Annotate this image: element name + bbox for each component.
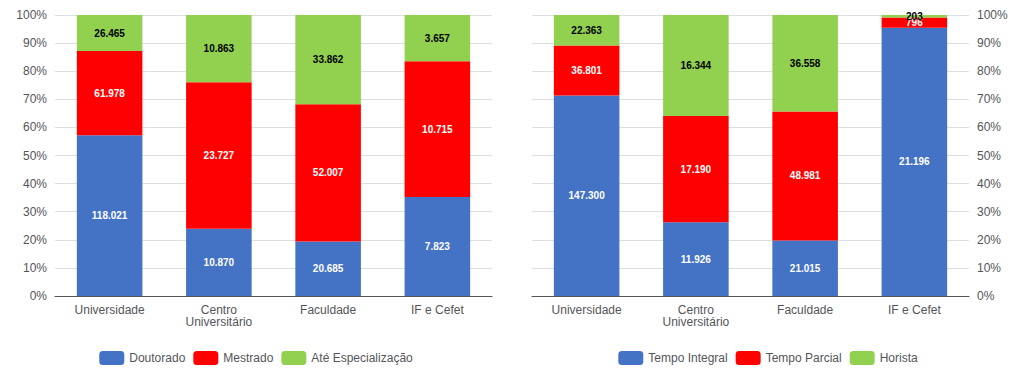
svg-text:3.657: 3.657 [425, 33, 450, 44]
svg-text:70%: 70% [977, 92, 1001, 106]
svg-text:Tempo Parcial: Tempo Parcial [766, 351, 842, 365]
svg-text:23.727: 23.727 [204, 150, 235, 161]
svg-text:10%: 10% [977, 261, 1001, 275]
svg-text:21.196: 21.196 [899, 156, 930, 167]
svg-text:40%: 40% [977, 177, 1001, 191]
svg-text:17.190: 17.190 [681, 164, 712, 175]
svg-text:Faculdade: Faculdade [300, 303, 356, 317]
svg-text:36.558: 36.558 [790, 58, 821, 69]
svg-text:10%: 10% [23, 261, 47, 275]
svg-text:796: 796 [906, 17, 923, 29]
svg-text:7.823: 7.823 [425, 241, 450, 252]
svg-text:IF e Cefet: IF e Cefet [888, 303, 941, 317]
svg-text:30%: 30% [23, 205, 47, 219]
svg-text:0%: 0% [977, 289, 995, 303]
svg-text:10.863: 10.863 [204, 43, 235, 54]
svg-text:16.344: 16.344 [681, 60, 712, 71]
svg-text:20%: 20% [977, 233, 1001, 247]
svg-text:80%: 80% [23, 64, 47, 78]
svg-text:61.978: 61.978 [94, 88, 125, 99]
svg-text:100%: 100% [16, 8, 47, 22]
svg-text:48.981: 48.981 [790, 170, 821, 181]
svg-text:26.465: 26.465 [94, 28, 125, 39]
svg-text:Centro: Centro [200, 303, 237, 317]
svg-text:20.685: 20.685 [313, 263, 344, 274]
svg-text:Centro: Centro [677, 303, 714, 317]
svg-text:100%: 100% [977, 8, 1008, 22]
svg-text:Universitário: Universitário [663, 315, 730, 329]
svg-text:118.021: 118.021 [92, 210, 128, 221]
svg-text:147.300: 147.300 [569, 190, 606, 201]
svg-text:20%: 20% [23, 233, 47, 247]
svg-text:50%: 50% [977, 149, 1001, 163]
svg-text:IF e Cefet: IF e Cefet [411, 303, 464, 317]
svg-text:0%: 0% [30, 289, 48, 303]
svg-text:52.007: 52.007 [313, 167, 344, 178]
svg-text:40%: 40% [23, 177, 47, 191]
svg-text:Faculdade: Faculdade [777, 303, 833, 317]
svg-text:Universitário: Universitário [186, 315, 253, 329]
svg-text:70%: 70% [23, 92, 47, 106]
svg-text:Universidade: Universidade [75, 303, 145, 317]
svg-text:Até Especialização: Até Especialização [311, 351, 413, 365]
svg-text:50%: 50% [23, 149, 47, 163]
svg-text:33.862: 33.862 [313, 54, 344, 65]
svg-text:Tempo Integral: Tempo Integral [648, 351, 727, 365]
svg-text:Mestrado: Mestrado [223, 351, 273, 365]
svg-text:90%: 90% [23, 36, 47, 50]
svg-text:60%: 60% [977, 120, 1001, 134]
svg-text:Universidade: Universidade [552, 303, 622, 317]
svg-text:60%: 60% [23, 120, 47, 134]
svg-text:11.926: 11.926 [681, 254, 711, 265]
svg-text:30%: 30% [977, 205, 1001, 219]
svg-text:Doutorado: Doutorado [129, 351, 185, 365]
svg-text:Horista: Horista [880, 351, 918, 365]
svg-text:22.363: 22.363 [571, 25, 602, 36]
svg-text:21.015: 21.015 [790, 263, 821, 274]
svg-text:10.870: 10.870 [204, 257, 235, 268]
svg-text:90%: 90% [977, 36, 1001, 50]
svg-text:203: 203 [906, 11, 923, 22]
svg-text:10.715: 10.715 [422, 124, 453, 135]
svg-text:80%: 80% [977, 64, 1001, 78]
svg-text:36.801: 36.801 [571, 65, 602, 76]
